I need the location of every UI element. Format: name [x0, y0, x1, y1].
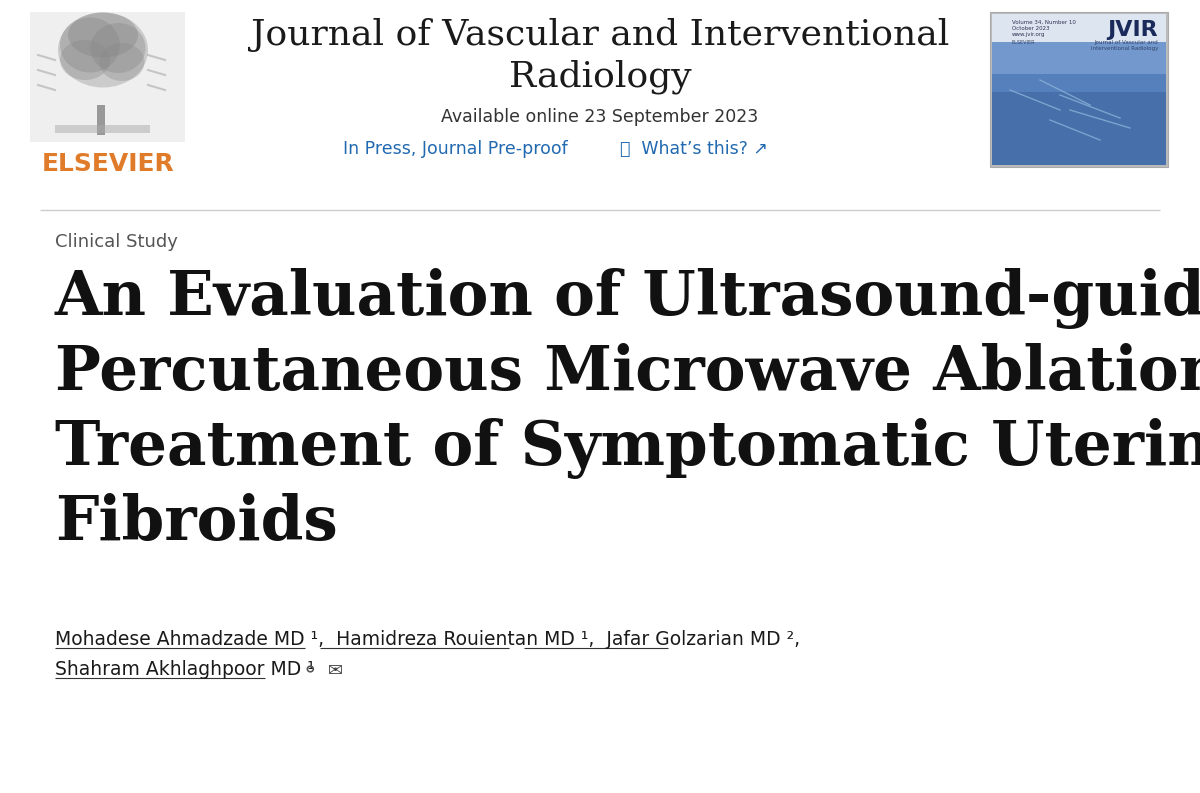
Text: Journal of Vascular and Interventional: Journal of Vascular and Interventional	[251, 18, 949, 52]
Text: JVIR: JVIR	[1108, 20, 1158, 40]
Text: Radiology: Radiology	[509, 60, 691, 94]
Text: An Evaluation of Ultrasound-guided: An Evaluation of Ultrasound-guided	[55, 268, 1200, 329]
Text: Treatment of Symptomatic Uterine: Treatment of Symptomatic Uterine	[55, 418, 1200, 479]
Text: ✉: ✉	[328, 662, 343, 680]
Text: ⓘ  What’s this? ↗: ⓘ What’s this? ↗	[620, 140, 768, 158]
FancyBboxPatch shape	[97, 105, 106, 135]
Text: Percutaneous Microwave Ablation for the: Percutaneous Microwave Ablation for the	[55, 343, 1200, 403]
FancyBboxPatch shape	[992, 92, 1166, 165]
FancyBboxPatch shape	[990, 12, 1168, 167]
Text: Mohadese Ahmadzade MD ¹,  Hamidreza Rouientan MD ¹,  Jafar Golzarian MD ²,: Mohadese Ahmadzade MD ¹, Hamidreza Rouie…	[55, 630, 800, 649]
Ellipse shape	[58, 13, 148, 87]
Text: Clinical Study: Clinical Study	[55, 233, 178, 251]
Text: Available online 23 September 2023: Available online 23 September 2023	[442, 108, 758, 126]
Ellipse shape	[68, 13, 138, 58]
Ellipse shape	[100, 43, 144, 81]
Text: In Press, Journal Pre-proof: In Press, Journal Pre-proof	[343, 140, 568, 158]
Ellipse shape	[60, 40, 110, 80]
Text: Volume 34, Number 10
October 2023
www.jvir.org: Volume 34, Number 10 October 2023 www.jv…	[1012, 20, 1076, 36]
Text: ⚬: ⚬	[300, 661, 319, 681]
FancyBboxPatch shape	[992, 14, 1166, 74]
Ellipse shape	[90, 23, 145, 73]
FancyBboxPatch shape	[992, 14, 1166, 42]
FancyBboxPatch shape	[992, 14, 1166, 165]
Text: Journal of Vascular and
Interventional Radiology: Journal of Vascular and Interventional R…	[1091, 40, 1158, 51]
Text: ELSEVIER: ELSEVIER	[42, 152, 174, 176]
Text: Shahram Akhlaghpoor MD ¹: Shahram Akhlaghpoor MD ¹	[55, 660, 314, 679]
FancyBboxPatch shape	[55, 125, 150, 133]
Text: Fibroids: Fibroids	[55, 493, 337, 553]
Text: ELSEVIER: ELSEVIER	[1012, 40, 1036, 45]
FancyBboxPatch shape	[30, 12, 185, 142]
Ellipse shape	[60, 17, 120, 72]
